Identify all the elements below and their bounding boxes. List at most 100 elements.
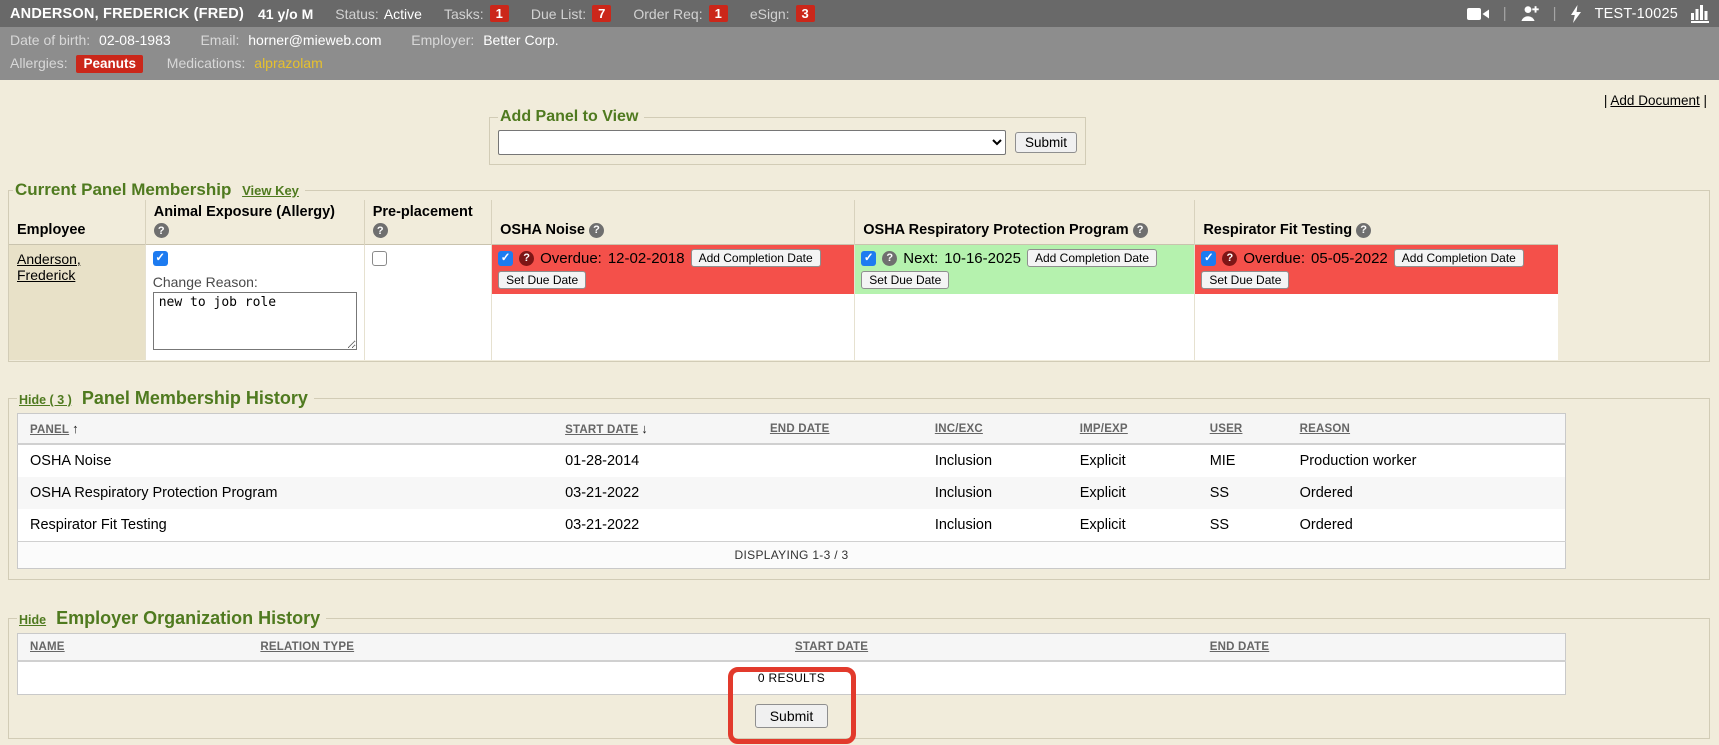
col-panel[interactable]: PANEL (30, 424, 70, 436)
col-animal-label: Animal Exposure (Allergy) (153, 204, 336, 220)
cell-reason: Production worker (1299, 453, 1417, 469)
add-panel-fieldset: Add Panel to View Submit (489, 108, 1087, 165)
respirator-fit-checkbox[interactable]: ✓ (1201, 250, 1217, 266)
osha-noise-cell: ✓ ? Overdue: 12-02-2018 Add Completion D… (491, 244, 856, 360)
medication-value[interactable]: alprazolam (254, 55, 323, 71)
pipe-suffix: | (1699, 93, 1707, 108)
col-end-date[interactable]: END DATE (1209, 641, 1270, 653)
add-completion-date-button[interactable]: Add Completion Date (1393, 249, 1524, 267)
table-row: Respirator Fit Testing 03-21-2022 Inclus… (18, 509, 1566, 542)
preplacement-checkbox[interactable] (371, 251, 387, 267)
help-icon[interactable]: ? (882, 250, 898, 266)
osha-respiratory-date: 10-16-2025 (944, 249, 1021, 267)
panel-history-fieldset: Hide ( 3 ) Panel Membership History PANE… (8, 388, 1710, 580)
cell-inc-exc: Inclusion (934, 453, 993, 469)
employee-link[interactable]: Anderson, Frederick (17, 251, 81, 283)
patient-name: ANDERSON, FREDERICK (FRED) (10, 5, 244, 22)
employer-history-submit-button[interactable]: Submit (754, 704, 829, 728)
video-camera-icon[interactable] (1466, 6, 1490, 22)
employer-history-legend: Hide Employer Organization History (17, 608, 326, 629)
cell-imp-exp: Explicit (1079, 485, 1126, 501)
sort-asc-icon[interactable]: ↑ (72, 421, 79, 436)
cell-user: SS (1209, 485, 1230, 501)
bar-chart-icon[interactable] (1691, 4, 1709, 23)
col-start-date[interactable]: START DATE (795, 641, 869, 653)
cell-panel: OSHA Noise (30, 453, 112, 469)
col-user[interactable]: USER (1209, 422, 1243, 435)
employer-label: Employer: (411, 32, 475, 48)
col-relation-type[interactable]: RELATION TYPE (260, 641, 355, 653)
osha-noise-checkbox[interactable]: ✓ (498, 250, 514, 266)
help-icon[interactable]: ? (1356, 222, 1372, 238)
employer-history-hide-link[interactable]: Hide (19, 613, 47, 627)
panel-history-hide-link[interactable]: Hide ( 3 ) (19, 393, 72, 407)
add-person-icon[interactable] (1520, 5, 1540, 22)
employee-cell: Anderson, Frederick (9, 244, 146, 360)
employer-history-title: Employer Organization History (56, 608, 321, 628)
respirator-fit-overdue-block: ✓ ? Overdue: 05-05-2022 Add Completion D… (1195, 245, 1558, 294)
help-icon[interactable]: ? (519, 250, 535, 266)
duelist-count-badge[interactable]: 7 (592, 5, 612, 22)
add-document-link[interactable]: Add Document (1610, 93, 1700, 108)
animal-exposure-cell: ✓ Change Reason: new to job role (145, 244, 365, 360)
col-name[interactable]: NAME (30, 641, 65, 653)
add-completion-date-button[interactable]: Add Completion Date (1027, 249, 1158, 267)
respirator-fit-status-label: Overdue: (1243, 249, 1306, 267)
sort-desc-icon[interactable]: ↓ (641, 421, 648, 436)
tasks-label: Tasks: (443, 5, 484, 22)
osha-respiratory-status-label: Next: (903, 249, 939, 267)
employer-history-table: NAME RELATION TYPE START DATE END DATE 0… (17, 633, 1566, 695)
osha-respiratory-cell: ✓ ? Next: 10-16-2025 Add Completion Date… (854, 244, 1196, 360)
respirator-fit-date: 05-05-2022 (1311, 249, 1388, 267)
help-icon[interactable]: ? (372, 223, 388, 238)
panel-history-title: Panel Membership History (81, 388, 308, 408)
animal-exposure-checkbox[interactable]: ✓ (152, 251, 168, 267)
allergy-badge[interactable]: Peanuts (76, 55, 144, 73)
employer-history-fieldset: Hide Employer Organization History NAME … (8, 608, 1710, 744)
osha-noise-date: 12-02-2018 (607, 249, 685, 267)
table-row: OSHA Respiratory Protection Program 03-2… (17, 477, 1566, 509)
results-count-text: 0 RESULTS (757, 671, 826, 685)
change-reason-textarea[interactable]: new to job role (152, 292, 357, 350)
cell-reason: Ordered (1299, 517, 1353, 533)
orderreq-label: Order Req: (633, 5, 703, 22)
view-key-link[interactable]: View Key (242, 183, 299, 198)
help-icon[interactable]: ? (1222, 250, 1238, 266)
tasks-count-badge[interactable]: 1 (489, 5, 509, 22)
cell-imp-exp: Explicit (1079, 517, 1126, 533)
employer-history-header-row: NAME RELATION TYPE START DATE END DATE (17, 633, 1566, 662)
col-start-date[interactable]: START DATE (565, 424, 639, 436)
set-due-date-button[interactable]: Set Due Date (861, 271, 950, 289)
preplacement-cell (364, 244, 493, 360)
col-end-date[interactable]: END DATE (769, 422, 830, 435)
help-icon[interactable]: ? (589, 222, 605, 238)
set-due-date-button[interactable]: Set Due Date (1201, 271, 1290, 289)
col-inc-exc[interactable]: INC/EXC (934, 422, 983, 435)
col-reason[interactable]: REASON (1299, 422, 1351, 435)
lightning-bolt-icon[interactable] (1570, 4, 1582, 23)
table-row: OSHA Noise 01-28-2014 Inclusion Explicit… (18, 444, 1566, 477)
col-employee: Employee (9, 200, 146, 245)
dob-value: 02-08-1983 (99, 32, 171, 48)
add-completion-date-button[interactable]: Add Completion Date (690, 249, 821, 267)
esign-count-badge[interactable]: 3 (795, 5, 815, 22)
panel-select[interactable] (498, 130, 1006, 155)
pipe-prefix: | (1603, 93, 1611, 108)
cell-user: SS (1209, 517, 1230, 533)
orderreq-count-badge[interactable]: 1 (708, 5, 728, 22)
col-imp-exp[interactable]: IMP/EXP (1079, 422, 1128, 435)
add-panel-submit-button[interactable]: Submit (1015, 132, 1078, 153)
col-resp-fit-label: Respirator Fit Testing (1203, 222, 1353, 238)
osha-respiratory-checkbox[interactable]: ✓ (861, 250, 877, 266)
col-preplacement-label: Pre-placement (372, 204, 473, 220)
panel-history-table: PANEL ↑ START DATE ↓ END DATE INC/EXC IMP/… (17, 413, 1566, 569)
osha-noise-overdue-block: ✓ ? Overdue: 12-02-2018 Add Completion D… (492, 245, 855, 294)
help-icon[interactable]: ? (153, 223, 169, 238)
help-icon[interactable]: ? (1132, 222, 1148, 238)
set-due-date-button[interactable]: Set Due Date (498, 271, 587, 289)
panel-table-header-row: Employee Animal Exposure (Allergy) ? Pre… (9, 200, 1558, 245)
esign-label: eSign: (749, 5, 790, 22)
divider: | (1502, 5, 1507, 22)
panel-history-legend: Hide ( 3 ) Panel Membership History (17, 388, 314, 409)
